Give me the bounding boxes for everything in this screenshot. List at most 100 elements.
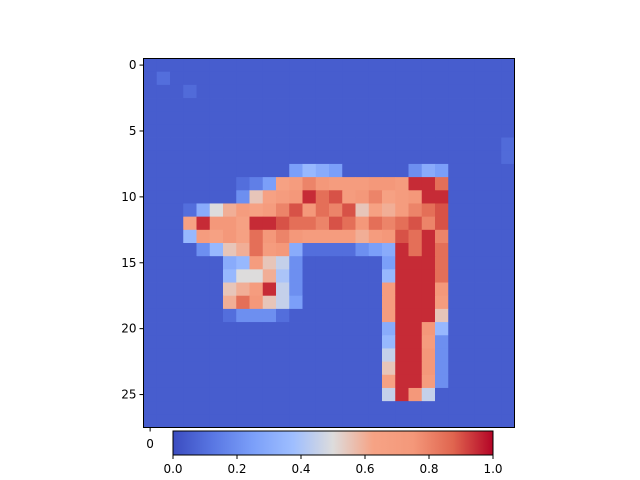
heatmap-cell: [315, 216, 330, 231]
heatmap-cell: [342, 137, 356, 152]
heatmap-cell: [355, 335, 370, 349]
heatmap-cell: [435, 98, 449, 112]
heatmap-cell: [421, 71, 436, 86]
heatmap-cell: [262, 137, 277, 152]
heatmap-cell: [435, 282, 449, 297]
heatmap-cell: [143, 229, 158, 244]
heatmap-cell: [342, 414, 356, 428]
heatmap-cell: [435, 361, 449, 376]
heatmap-cell: [501, 177, 515, 191]
heatmap-cell: [448, 374, 462, 389]
heatmap-cell: [249, 58, 264, 73]
heatmap-cell: [249, 216, 264, 231]
heatmap-cell: [183, 98, 197, 112]
heatmap-cell: [368, 98, 383, 112]
y-tick-label: 5: [129, 124, 137, 138]
heatmap-cell: [408, 150, 423, 165]
heatmap-cell: [276, 387, 290, 402]
heatmap-cell: [170, 308, 184, 323]
heatmap-cell: [276, 374, 290, 389]
heatmap-cell: [183, 256, 197, 270]
heatmap-cell: [408, 282, 423, 297]
heatmap-cell: [276, 71, 290, 86]
heatmap-cell: [461, 348, 476, 363]
heatmap-cell: [329, 387, 343, 402]
heatmap-cell: [236, 348, 250, 363]
heatmap-cell: [382, 177, 396, 191]
heatmap-cell: [170, 282, 184, 297]
heatmap-cell: [289, 308, 303, 323]
heatmap-cell: [223, 256, 237, 270]
heatmap-cell: [435, 71, 449, 86]
heatmap-cell: [262, 58, 277, 73]
x-tick-label: 0: [146, 437, 154, 451]
heatmap-cell: [461, 150, 476, 165]
heatmap-cell: [355, 203, 370, 218]
heatmap-cell: [435, 190, 449, 204]
heatmap-cell: [262, 335, 277, 349]
heatmap-cell: [236, 256, 250, 270]
heatmap-cell: [156, 216, 171, 231]
heatmap-cell: [342, 401, 356, 415]
heatmap-cell: [461, 216, 476, 231]
heatmap-cell: [249, 124, 264, 138]
heatmap-cell: [488, 190, 502, 204]
heatmap-cell: [488, 58, 502, 73]
heatmap-cell: [382, 295, 396, 310]
heatmap-cell: [315, 269, 330, 283]
heatmap-cell: [276, 282, 290, 297]
heatmap-cell: [368, 58, 383, 73]
heatmap-cell: [223, 414, 237, 428]
heatmap-cell: [302, 84, 317, 99]
heatmap-cell: [249, 243, 264, 257]
heatmap-cell: [488, 414, 502, 428]
heatmap-cell: [488, 308, 502, 323]
heatmap-cell: [170, 84, 184, 99]
heatmap-cell: [382, 361, 396, 376]
heatmap-cell: [196, 84, 211, 99]
heatmap-cell: [355, 163, 370, 178]
heatmap-cell: [209, 414, 224, 428]
heatmap-cell: [236, 98, 250, 112]
heatmap-cell: [408, 98, 423, 112]
heatmap-cell: [315, 335, 330, 349]
heatmap-cell: [156, 124, 171, 138]
heatmap-cell: [461, 308, 476, 323]
heatmap-cell: [143, 361, 158, 376]
heatmap-cell: [461, 124, 476, 138]
heatmap-cell: [209, 163, 224, 178]
heatmap-cell: [183, 401, 197, 415]
heatmap-cell: [262, 229, 277, 244]
heatmap-cell: [342, 335, 356, 349]
heatmap-cell: [461, 256, 476, 270]
heatmap-cell: [196, 387, 211, 402]
heatmap-cell: [474, 111, 489, 125]
heatmap-cell: [302, 163, 317, 178]
heatmap-cell: [156, 243, 171, 257]
heatmap-cell: [289, 348, 303, 363]
heatmap-cell: [315, 137, 330, 152]
heatmap-cell: [329, 84, 343, 99]
heatmap-cell: [342, 150, 356, 165]
heatmap-cell: [196, 256, 211, 270]
heatmap-cell: [170, 58, 184, 73]
heatmap-cell: [223, 124, 237, 138]
heatmap-cell: [156, 150, 171, 165]
heatmap-cell: [289, 335, 303, 349]
heatmap-cell: [315, 348, 330, 363]
heatmap-cell: [342, 243, 356, 257]
heatmap-cell: [289, 71, 303, 86]
heatmap-cell: [289, 124, 303, 138]
heatmap-cell: [395, 401, 409, 415]
heatmap-cell: [196, 163, 211, 178]
heatmap-cell: [315, 98, 330, 112]
heatmap-cell: [355, 414, 370, 428]
heatmap-cell: [262, 124, 277, 138]
heatmap-cell: [156, 308, 171, 323]
heatmap-cell: [276, 150, 290, 165]
heatmap-cell: [289, 177, 303, 191]
heatmap-cell: [276, 308, 290, 323]
heatmap-cell: [143, 216, 158, 231]
heatmap-cell: [461, 84, 476, 99]
heatmap-cell: [302, 203, 317, 218]
